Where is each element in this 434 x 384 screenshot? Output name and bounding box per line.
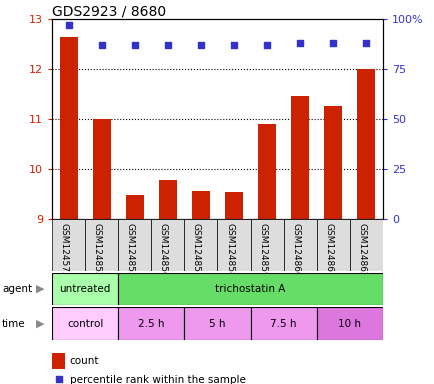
Bar — [349, 219, 382, 271]
Point — [114, 331, 121, 338]
Point — [197, 42, 204, 48]
Bar — [224, 192, 243, 219]
Text: control: control — [67, 318, 103, 329]
Text: GSM124856: GSM124856 — [158, 223, 168, 278]
Bar — [59, 37, 78, 219]
Text: GSM124858: GSM124858 — [224, 223, 233, 278]
Point — [263, 42, 270, 48]
Bar — [184, 219, 217, 271]
Bar — [191, 191, 210, 219]
Text: agent: agent — [2, 284, 32, 294]
Bar — [250, 307, 316, 340]
Bar — [85, 219, 118, 271]
Bar — [257, 124, 276, 219]
Bar — [283, 219, 316, 271]
Point — [98, 42, 105, 48]
Bar — [118, 307, 184, 340]
Bar — [184, 307, 250, 340]
Text: 7.5 h: 7.5 h — [270, 318, 296, 329]
Bar — [151, 219, 184, 271]
Bar — [316, 307, 382, 340]
Text: GSM124860: GSM124860 — [290, 223, 299, 278]
Point — [296, 40, 303, 46]
Bar — [356, 69, 375, 219]
Text: ▶: ▶ — [36, 318, 44, 329]
Text: GDS2923 / 8680: GDS2923 / 8680 — [52, 4, 166, 18]
Bar — [250, 219, 283, 271]
Text: time: time — [2, 318, 26, 329]
Bar — [125, 195, 144, 219]
Text: GSM124861: GSM124861 — [323, 223, 332, 278]
Point — [362, 40, 369, 46]
Text: ▶: ▶ — [36, 284, 44, 294]
Text: count: count — [69, 356, 99, 366]
Text: 5 h: 5 h — [209, 318, 225, 329]
Text: GSM124862: GSM124862 — [356, 223, 365, 278]
Point — [230, 42, 237, 48]
Point — [65, 22, 72, 28]
Text: 10 h: 10 h — [338, 318, 360, 329]
Bar — [118, 273, 382, 305]
Point — [131, 42, 138, 48]
Bar — [217, 219, 250, 271]
Text: 2.5 h: 2.5 h — [138, 318, 164, 329]
Bar — [52, 219, 85, 271]
Text: untreated: untreated — [59, 284, 111, 294]
Text: percentile rank within the sample: percentile rank within the sample — [69, 375, 245, 384]
Text: GSM124859: GSM124859 — [257, 223, 266, 278]
Text: GSM124852: GSM124852 — [92, 223, 102, 278]
Bar — [118, 219, 151, 271]
Bar — [52, 307, 118, 340]
Text: GSM124573: GSM124573 — [59, 223, 69, 278]
Bar — [290, 96, 309, 219]
Bar — [158, 180, 177, 219]
Text: GSM124857: GSM124857 — [191, 223, 201, 278]
Point — [164, 42, 171, 48]
Bar — [316, 219, 349, 271]
Bar — [323, 106, 342, 219]
Bar — [92, 119, 111, 219]
Point — [329, 40, 336, 46]
Bar — [52, 273, 118, 305]
Text: trichostatin A: trichostatin A — [215, 284, 285, 294]
Text: GSM124855: GSM124855 — [125, 223, 135, 278]
